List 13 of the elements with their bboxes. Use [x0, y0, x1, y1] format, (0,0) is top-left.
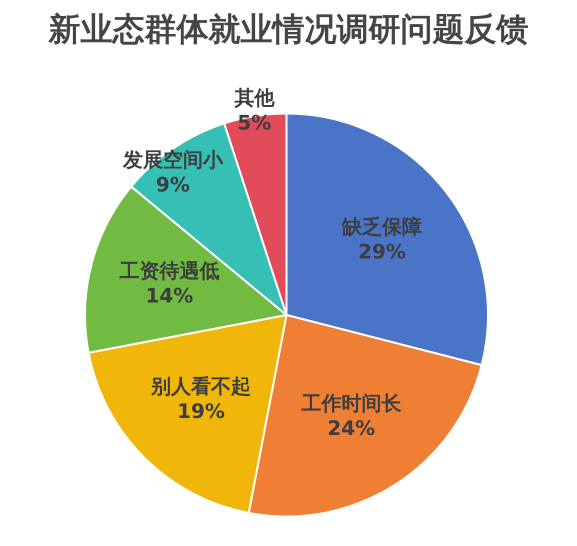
slice-label: 工资待遇低 — [118, 258, 220, 283]
slice-label: 其他 — [233, 86, 276, 110]
slice-label: 发展空间小 — [122, 147, 224, 172]
slice-label: 别人看不起 — [150, 374, 252, 398]
data-label: 5% — [237, 110, 272, 135]
data-label: 9% — [156, 172, 190, 196]
data-label: 29% — [358, 240, 406, 264]
slice-label: 工作时间长 — [300, 390, 402, 415]
data-label: 24% — [327, 416, 376, 440]
data-label: 19% — [177, 399, 225, 424]
data-label: 14% — [145, 284, 194, 308]
slice-label: 缺乏保障 — [341, 214, 422, 239]
chart-title: 新业态群体就业情况调研问题反馈 — [47, 9, 530, 50]
